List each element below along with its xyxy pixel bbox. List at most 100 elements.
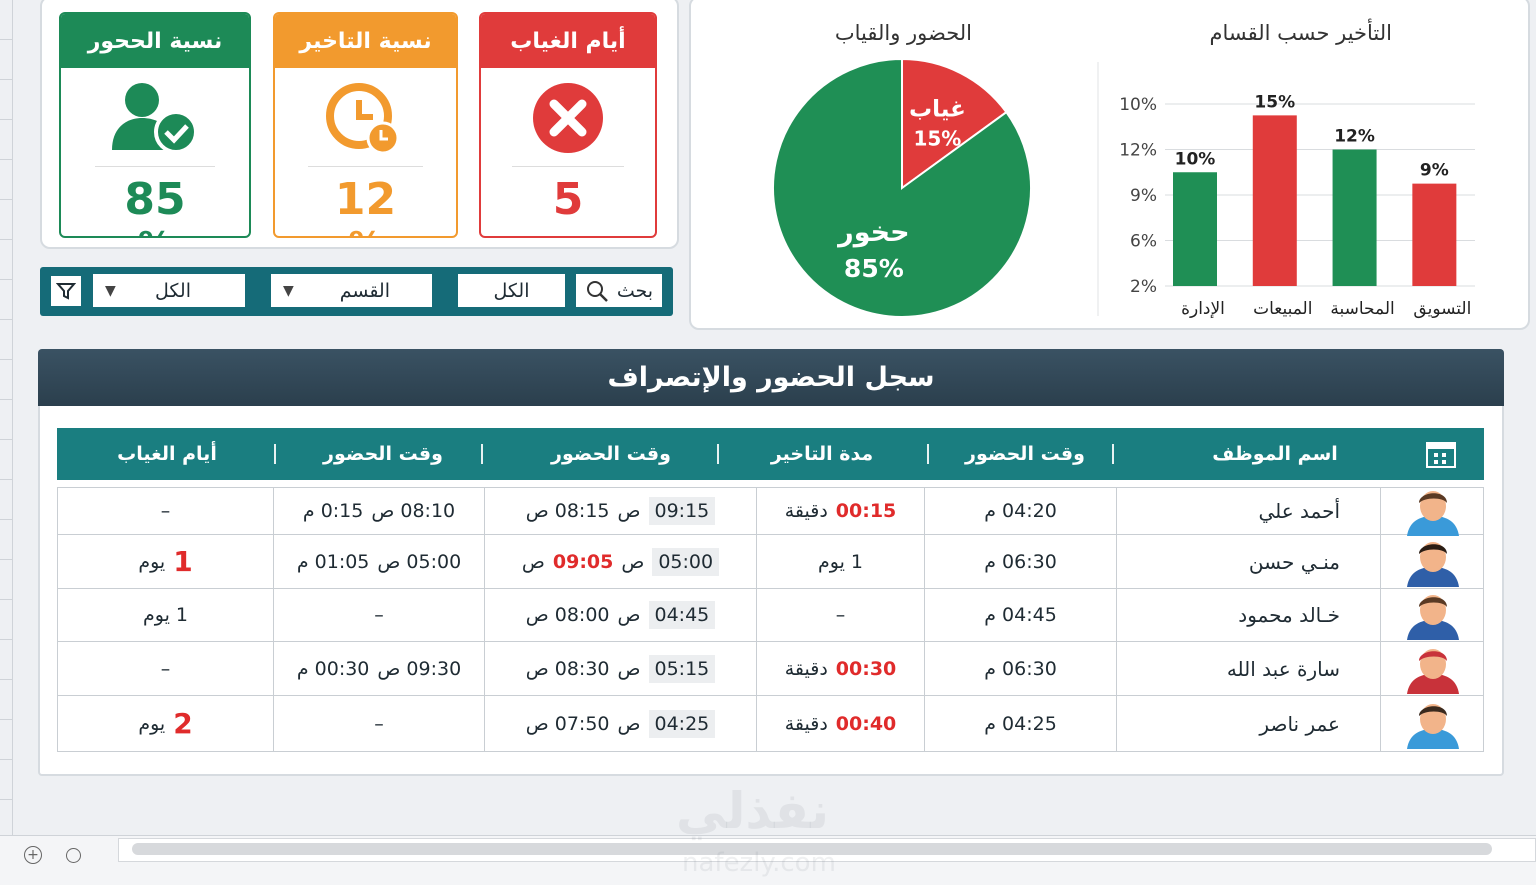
- table-cell: 05:15 ص 08:30 ص: [484, 642, 756, 696]
- charts-panel: [689, 0, 1530, 330]
- table-cell: –: [756, 589, 924, 642]
- cell-text: –: [374, 604, 384, 626]
- filter-icon: [56, 283, 76, 300]
- kpi-card: نسية الححور 85%: [59, 12, 251, 238]
- avatar-cell: [1380, 642, 1484, 696]
- table-cell: أحمد علي: [1116, 487, 1380, 535]
- cell-text: 06:30 م: [984, 657, 1057, 680]
- cell-text: عمر ناصر: [1259, 711, 1340, 736]
- icon: [533, 83, 603, 153]
- avatar-cell: [1380, 487, 1484, 536]
- table-cell: –: [273, 696, 484, 752]
- cell-text: 00:30: [835, 657, 897, 680]
- table-cell: –: [57, 487, 273, 535]
- table-cell: سارة عبد الله: [1116, 642, 1380, 696]
- separator: [512, 166, 624, 167]
- kpi-title: نسية الححور: [61, 14, 249, 68]
- watermark-brand: نفذلي: [676, 782, 830, 840]
- table-cell: 09:15 ص 08:15 ص: [484, 487, 756, 535]
- table-cell: خـالد محمود: [1116, 589, 1380, 642]
- cell-text: 04:45 م: [984, 604, 1057, 626]
- header-divider: [1112, 444, 1114, 464]
- separator: [94, 166, 216, 167]
- header-divider: [481, 444, 483, 464]
- column-header: وقت الحضور: [965, 443, 1085, 465]
- filter-button[interactable]: [51, 276, 81, 306]
- table-panel: [38, 349, 1504, 776]
- row-gutter: [0, 0, 13, 835]
- table-cell: 1 يوم: [57, 535, 273, 589]
- kpi-title: أيام الغياب: [481, 14, 655, 68]
- avatar: [1406, 648, 1459, 694]
- avatar-cell: [1380, 535, 1484, 589]
- kpi-value: 5يوم: [481, 174, 655, 236]
- department-label: القسم: [339, 279, 390, 302]
- column-header: وقت الحضور: [551, 443, 671, 465]
- cell-text: 04:20 م: [984, 499, 1057, 522]
- cell-text: ص: [617, 657, 641, 680]
- table-header: [57, 428, 1484, 480]
- cell-text: 08:15 ص: [525, 499, 610, 522]
- watermark-url: nafezly.com: [682, 848, 836, 878]
- cell-text: دقيقة: [784, 499, 828, 522]
- table-cell: 04:25 ص 07:50 ص: [484, 696, 756, 752]
- avatar-cell: [1380, 589, 1484, 642]
- table-title: سجل الحضور والإتصراف: [38, 349, 1504, 406]
- cell-text: 00:15: [835, 499, 897, 522]
- column-header: وقت الحضور: [323, 443, 443, 465]
- kpi-card: نسية التاخير 12%: [273, 12, 458, 238]
- cell-text: –: [374, 712, 384, 735]
- cell-text: خـالد محمود: [1238, 603, 1340, 627]
- header-divider: [274, 444, 276, 464]
- kpi-card: أيام الغياب 5يوم: [479, 12, 657, 238]
- avatar: [1406, 541, 1459, 587]
- cell-text: 07:50 ص: [525, 712, 610, 735]
- table-cell: 04:45 م: [924, 589, 1116, 642]
- cell-text: دقيقة: [784, 712, 828, 735]
- scrollbar-thumb[interactable]: [132, 843, 1492, 855]
- table-cell: –: [57, 642, 273, 696]
- cell-text: 2: [173, 707, 193, 740]
- all-filter[interactable]: الكل: [458, 274, 565, 307]
- cell-text: 1 يوم: [818, 550, 864, 573]
- cell-text: دقيقة: [784, 657, 828, 680]
- table-cell: منـي حسن: [1116, 535, 1380, 589]
- cell-text: 06:30 م: [984, 550, 1057, 573]
- cell-text: 08:00 ص: [525, 604, 610, 626]
- avatar-cell: [1380, 696, 1484, 752]
- table-cell: 04:20 م: [924, 487, 1116, 535]
- icon: [1426, 442, 1456, 468]
- kpi-icon: [61, 78, 249, 158]
- table-cell: 00:15 دقيقة: [756, 487, 924, 535]
- kpi-unit: يوم: [481, 225, 645, 236]
- cell-text: 09:15: [648, 496, 716, 525]
- department-dropdown[interactable]: القسم ▼: [271, 274, 432, 307]
- all-dropdown[interactable]: الكل ▼: [93, 274, 245, 307]
- table-cell: 05:00 ص 01:05 م: [273, 535, 484, 589]
- cell-text: 08:10 ص: [371, 499, 456, 522]
- dropdown-arrow: ▼: [283, 282, 294, 299]
- table-cell: عمر ناصر: [1116, 696, 1380, 752]
- add-sheet-button[interactable]: +: [24, 846, 42, 864]
- column-header: اسم الموظف: [1212, 443, 1338, 465]
- cell-text: ص: [617, 499, 641, 522]
- cell-text: يوم: [138, 550, 166, 573]
- cell-text: منـي حسن: [1248, 549, 1340, 574]
- sheet-button[interactable]: [66, 848, 81, 863]
- kpi-number: 5: [552, 174, 584, 225]
- cell-text: ص: [617, 712, 641, 735]
- dropdown-arrow: ▼: [105, 282, 116, 299]
- table-cell: 1 يوم: [57, 589, 273, 642]
- cell-text: يوم: [138, 712, 166, 735]
- cell-text: 01:05 م: [296, 550, 370, 573]
- avatar: [1406, 490, 1459, 536]
- table-cell: 06:30 م: [924, 535, 1116, 589]
- search-label: بحث: [616, 279, 654, 302]
- kpi-title: نسية التاخير: [275, 14, 456, 68]
- table-cell: 06:30 م: [924, 642, 1116, 696]
- table-cell: 1 يوم: [756, 535, 924, 589]
- kpi-icon: [275, 78, 456, 158]
- search-box[interactable]: بحث: [576, 274, 662, 307]
- cell-text: 00:40: [835, 712, 897, 735]
- kpi-value: 85%: [61, 174, 249, 236]
